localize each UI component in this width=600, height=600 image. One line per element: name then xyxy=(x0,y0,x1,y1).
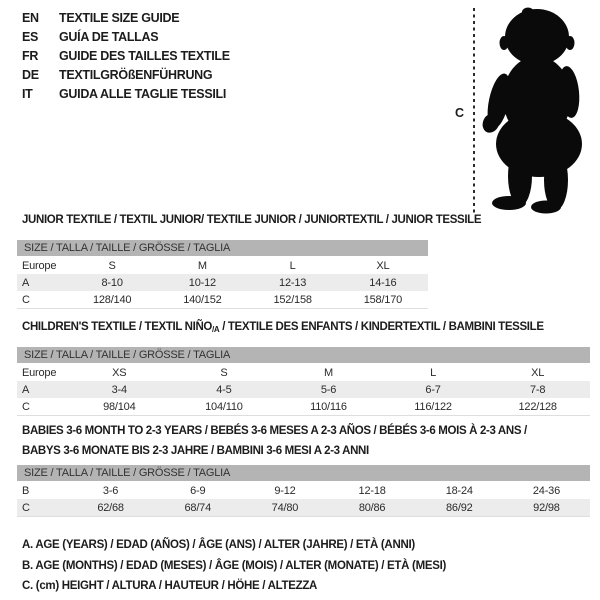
months-cell: 24-36 xyxy=(532,484,561,497)
height-cell: 80/86 xyxy=(358,501,386,514)
row-label: Europe xyxy=(22,259,57,272)
row-label: C xyxy=(22,293,30,306)
junior-section-title: JUNIOR TEXTILE / TEXTIL JUNIOR/ TEXTILE … xyxy=(22,214,482,226)
lang-title: GUÍA DE TALLAS xyxy=(59,30,159,45)
age-cell: 8-10 xyxy=(101,276,123,289)
size-cell: M xyxy=(197,259,207,272)
height-cell: 104/110 xyxy=(205,400,243,413)
junior-size-table: SIZE / TALLA / TAILLE / GRÖSSE / TAGLIA … xyxy=(17,240,428,309)
height-dashed-line xyxy=(473,8,475,213)
height-cell: 116/122 xyxy=(414,400,452,413)
table-row-months: B 3-6 6-9 9-12 12-18 18-24 24-36 xyxy=(17,482,590,499)
age-cell: 10-12 xyxy=(188,276,216,289)
size-header-bar: SIZE / TALLA / TAILLE / GRÖSSE / TAGLIA xyxy=(17,465,590,481)
age-cell: 5-6 xyxy=(320,383,337,396)
footnote-a: A. AGE (YEARS) / EDAD (AÑOS) / ÂGE (ANS)… xyxy=(22,539,415,551)
lang-row-en: EN TEXTILE SIZE GUIDE xyxy=(22,9,230,28)
size-header-bar: SIZE / TALLA / TAILLE / GRÖSSE / TAGLIA xyxy=(17,347,590,363)
table-row-age: A 8-10 10-12 12-13 14-16 xyxy=(17,274,428,291)
lang-title: GUIDA ALLE TAGLIE TESSILI xyxy=(59,86,227,101)
height-cell: 140/152 xyxy=(183,293,222,306)
age-cell: 6-7 xyxy=(425,383,441,396)
lang-code: FR xyxy=(22,48,39,63)
lang-code: ES xyxy=(22,30,39,45)
lang-code: IT xyxy=(22,86,33,101)
size-cell: S xyxy=(108,259,116,272)
footnote-legend: A. AGE (YEARS) / EDAD (AÑOS) / ÂGE (ANS)… xyxy=(22,535,446,597)
lang-row-es: ES GUÍA DE TALLAS xyxy=(22,28,230,47)
babies-title-line1: BABIES 3-6 MONTH TO 2-3 YEARS / BEBÉS 3-… xyxy=(22,425,527,437)
children-size-table: SIZE / TALLA / TAILLE / GRÖSSE / TAGLIA … xyxy=(17,347,590,416)
lang-code: EN xyxy=(22,11,39,26)
size-header-bar: SIZE / TALLA / TAILLE / GRÖSSE / TAGLIA xyxy=(17,240,428,256)
row-label: A xyxy=(22,276,30,289)
size-cell: XS xyxy=(112,366,127,379)
table-row-height: C 128/140 140/152 152/158 158/170 xyxy=(17,291,428,308)
months-cell: 18-24 xyxy=(445,484,473,497)
height-measure-label: C xyxy=(455,106,465,120)
height-cell: 122/128 xyxy=(518,400,557,413)
height-cell: 92/98 xyxy=(533,501,560,514)
height-cell: 152/158 xyxy=(273,293,312,306)
children-title-post: / TEXTILE DES ENFANTS / KINDERTEXTIL / B… xyxy=(219,321,544,333)
size-cell: M xyxy=(324,366,333,379)
height-cell: 62/68 xyxy=(97,501,124,514)
table-row-height: C 62/68 68/74 74/80 80/86 86/92 92/98 xyxy=(17,499,590,516)
footnote-b: B. AGE (MONTHS) / EDAD (MESES) / ÂGE (MO… xyxy=(22,559,447,572)
height-cell: 98/104 xyxy=(103,400,136,413)
height-cell: 74/80 xyxy=(271,501,299,514)
children-section-title: CHILDREN'S TEXTILE / TEXTIL NIÑO/A / TEX… xyxy=(22,317,544,340)
months-cell: 3-6 xyxy=(102,484,119,497)
row-label: Europe xyxy=(22,366,57,379)
height-cell: 110/116 xyxy=(310,400,347,413)
language-title-list: EN TEXTILE SIZE GUIDE ES GUÍA DE TALLAS … xyxy=(22,9,230,103)
age-cell: 4-5 xyxy=(216,383,232,396)
lang-row-fr: FR GUIDE DES TAILLES TEXTILE xyxy=(22,47,230,66)
row-label: C xyxy=(22,400,30,413)
months-cell: 9-12 xyxy=(274,484,296,497)
age-cell: 3-4 xyxy=(111,383,128,396)
lang-row-de: DE TEXTILGRÖßENFÜHRUNG xyxy=(22,65,230,84)
height-cell: 68/74 xyxy=(184,501,212,514)
months-cell: 6-9 xyxy=(190,484,206,497)
table-row-age: A 3-4 4-5 5-6 6-7 7-8 xyxy=(17,381,590,398)
height-cell: 158/170 xyxy=(363,293,403,306)
children-title-sub: /A xyxy=(212,325,220,334)
months-cell: 12-18 xyxy=(358,484,386,497)
table-row-europe: Europe XS S M L XL xyxy=(17,364,590,381)
baby-silhouette-icon xyxy=(482,7,582,214)
children-title-pre: CHILDREN'S TEXTILE / TEXTIL NIÑO xyxy=(22,321,213,333)
lang-title: GUIDE DES TAILLES TEXTILE xyxy=(59,48,230,63)
babies-title-line2: BABYS 3-6 MONATE BIS 2-3 JAHRE / BAMBINI… xyxy=(22,445,369,457)
height-measure-figure: C xyxy=(455,6,600,218)
height-cell: 86/92 xyxy=(446,501,473,514)
size-cell: XL xyxy=(531,366,545,379)
size-cell: L xyxy=(289,259,296,272)
lang-row-it: IT GUIDA ALLE TAGLIE TESSILI xyxy=(22,84,230,103)
row-label: B xyxy=(22,484,30,497)
lang-title: TEXTILGRÖßENFÜHRUNG xyxy=(59,67,213,82)
footnote-c: C. (cm) HEIGHT / ALTURA / HAUTEUR / HÖHE… xyxy=(22,580,318,593)
lang-code: DE xyxy=(22,67,39,82)
age-cell: 12-13 xyxy=(279,276,307,289)
age-cell: 14-16 xyxy=(369,276,397,289)
babies-size-table: SIZE / TALLA / TAILLE / GRÖSSE / TAGLIA … xyxy=(17,465,590,517)
babies-section-title: BABIES 3-6 MONTH TO 2-3 YEARS / BEBÉS 3-… xyxy=(22,421,527,461)
lang-title: TEXTILE SIZE GUIDE xyxy=(59,11,180,26)
table-row-height: C 98/104 104/110 110/116 116/122 122/128 xyxy=(17,398,590,415)
row-label: A xyxy=(22,383,30,396)
age-cell: 7-8 xyxy=(530,383,546,396)
row-label: C xyxy=(22,501,30,514)
table-row-europe: Europe S M L XL xyxy=(17,257,428,274)
size-cell: XL xyxy=(376,259,390,272)
size-cell: L xyxy=(430,366,437,379)
size-cell: S xyxy=(220,366,228,379)
height-cell: 128/140 xyxy=(92,293,132,306)
